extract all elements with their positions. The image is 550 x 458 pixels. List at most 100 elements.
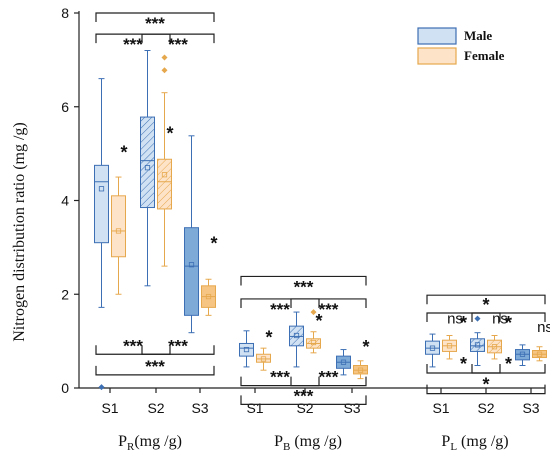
x-tick-label: S1: [246, 400, 263, 416]
bracket-line: [240, 275, 367, 286]
bracket-line: [426, 384, 546, 395]
bracket-line: [141, 345, 215, 355]
significance-bracket: *: [471, 312, 546, 333]
significance-bracket: ***: [141, 336, 215, 355]
group-title: PB (mg /g): [274, 433, 342, 453]
box-mean-marker: [293, 332, 300, 339]
box-male-s1: [239, 330, 254, 368]
y-tick-label: 2: [61, 286, 69, 302]
box-female-s1: [111, 176, 126, 295]
bracket-line: [95, 365, 215, 376]
outlier-point: [98, 384, 105, 391]
bracket-label: ***: [270, 300, 290, 319]
group-title: PL (mg /g): [441, 433, 508, 453]
legend: Male Female: [417, 27, 505, 65]
box-male-s2: [470, 315, 485, 366]
box-female-s1: [442, 335, 457, 360]
bracket-line: [426, 294, 546, 305]
bracket-label: ***: [123, 336, 143, 355]
significance-bracket: ***: [290, 368, 367, 387]
significance-bracket: ***: [95, 336, 171, 355]
bracket-line: [95, 12, 215, 22]
bracket-label: *: [460, 354, 467, 374]
bracket-line: [240, 376, 320, 387]
legend-label-male: Male: [464, 28, 492, 43]
x-tick-label: S2: [477, 400, 494, 416]
significance-bracket: *: [426, 354, 501, 374]
bracket-label: *: [460, 313, 467, 333]
pair-significance-label: *: [166, 124, 173, 144]
box-female-s2: [306, 309, 321, 354]
bracket-label: *: [505, 313, 512, 333]
significance-bracket: ***: [290, 298, 367, 319]
pair-significance-label: ns: [537, 319, 550, 336]
pair-significance-label: ns: [447, 310, 463, 327]
bracket-label: ***: [145, 14, 165, 33]
bracket-label: ***: [294, 277, 314, 296]
x-tick-label: S3: [191, 400, 208, 416]
legend-label-female: Female: [464, 48, 505, 63]
pair-significance-label: *: [265, 327, 272, 347]
significance-bracket: ***: [240, 368, 320, 387]
bracket-label: *: [482, 295, 489, 315]
box-male-s2: [140, 50, 155, 287]
box-mean-marker: [243, 346, 250, 353]
y-tick-label: 6: [61, 99, 69, 115]
box-iqr: [256, 353, 271, 363]
significance-bracket: ***: [95, 33, 171, 54]
pair-significance-label: *: [210, 234, 217, 254]
box-mean-marker: [310, 339, 317, 346]
box-male-s3: [515, 344, 530, 366]
box-mean-marker: [536, 351, 543, 357]
bracket-label: ***: [270, 368, 290, 387]
bracket-label: *: [505, 354, 512, 374]
bracket-label: ***: [319, 300, 339, 319]
outlier-point: [474, 315, 481, 322]
significance-bracket: *: [471, 354, 546, 374]
significance-bracket: *: [426, 312, 501, 333]
bracket-line: [426, 312, 501, 322]
y-tick-label: 8: [61, 5, 69, 21]
significance-bracket: ***: [95, 12, 215, 33]
box-mean-marker: [161, 172, 168, 178]
bracket-label: ***: [168, 35, 188, 54]
pair-significance-label: *: [120, 142, 127, 162]
significance-bracket: *: [426, 375, 546, 395]
box-mean-marker: [519, 351, 526, 357]
x-tick-label: S1: [101, 400, 118, 416]
significance-bracket: ***: [240, 386, 367, 406]
box-mean-marker: [357, 367, 364, 373]
box-iqr: [157, 158, 172, 210]
pair-significance-label: ns: [492, 310, 508, 327]
box-iqr: [140, 116, 155, 209]
box-iqr: [94, 164, 109, 244]
significance-bracket: ***: [240, 298, 320, 319]
bracket-label: *: [482, 375, 489, 395]
significance-bracket: *: [426, 294, 546, 315]
box-mean-marker: [340, 359, 347, 365]
bracket-label: ***: [319, 368, 339, 387]
box-mean-marker: [98, 186, 105, 192]
bracket-line: [141, 33, 215, 44]
x-tick-label: S3: [343, 400, 360, 416]
x-tick-label: S2: [147, 400, 164, 416]
y-tick-label: 4: [61, 193, 69, 209]
bracket-line: [471, 364, 546, 374]
box-mean-marker: [474, 342, 481, 348]
significance-bracket: ***: [95, 357, 215, 376]
box-mean-marker: [429, 345, 436, 351]
bracket-label: ***: [294, 386, 314, 405]
bracket-line: [240, 395, 367, 406]
bracket-line: [95, 345, 171, 355]
box-iqr: [184, 227, 199, 316]
box-female-s3: [353, 360, 368, 380]
box-female-s3: [201, 278, 216, 316]
legend-swatch-female: [417, 47, 457, 65]
bracket-line: [426, 364, 501, 374]
box-mean-marker: [188, 262, 195, 268]
box-female-s3: [532, 346, 547, 362]
pair-significance-label: *: [362, 337, 369, 357]
box-mean-marker: [260, 356, 267, 362]
box-male-s1: [425, 333, 440, 368]
outlier-point: [161, 54, 168, 61]
